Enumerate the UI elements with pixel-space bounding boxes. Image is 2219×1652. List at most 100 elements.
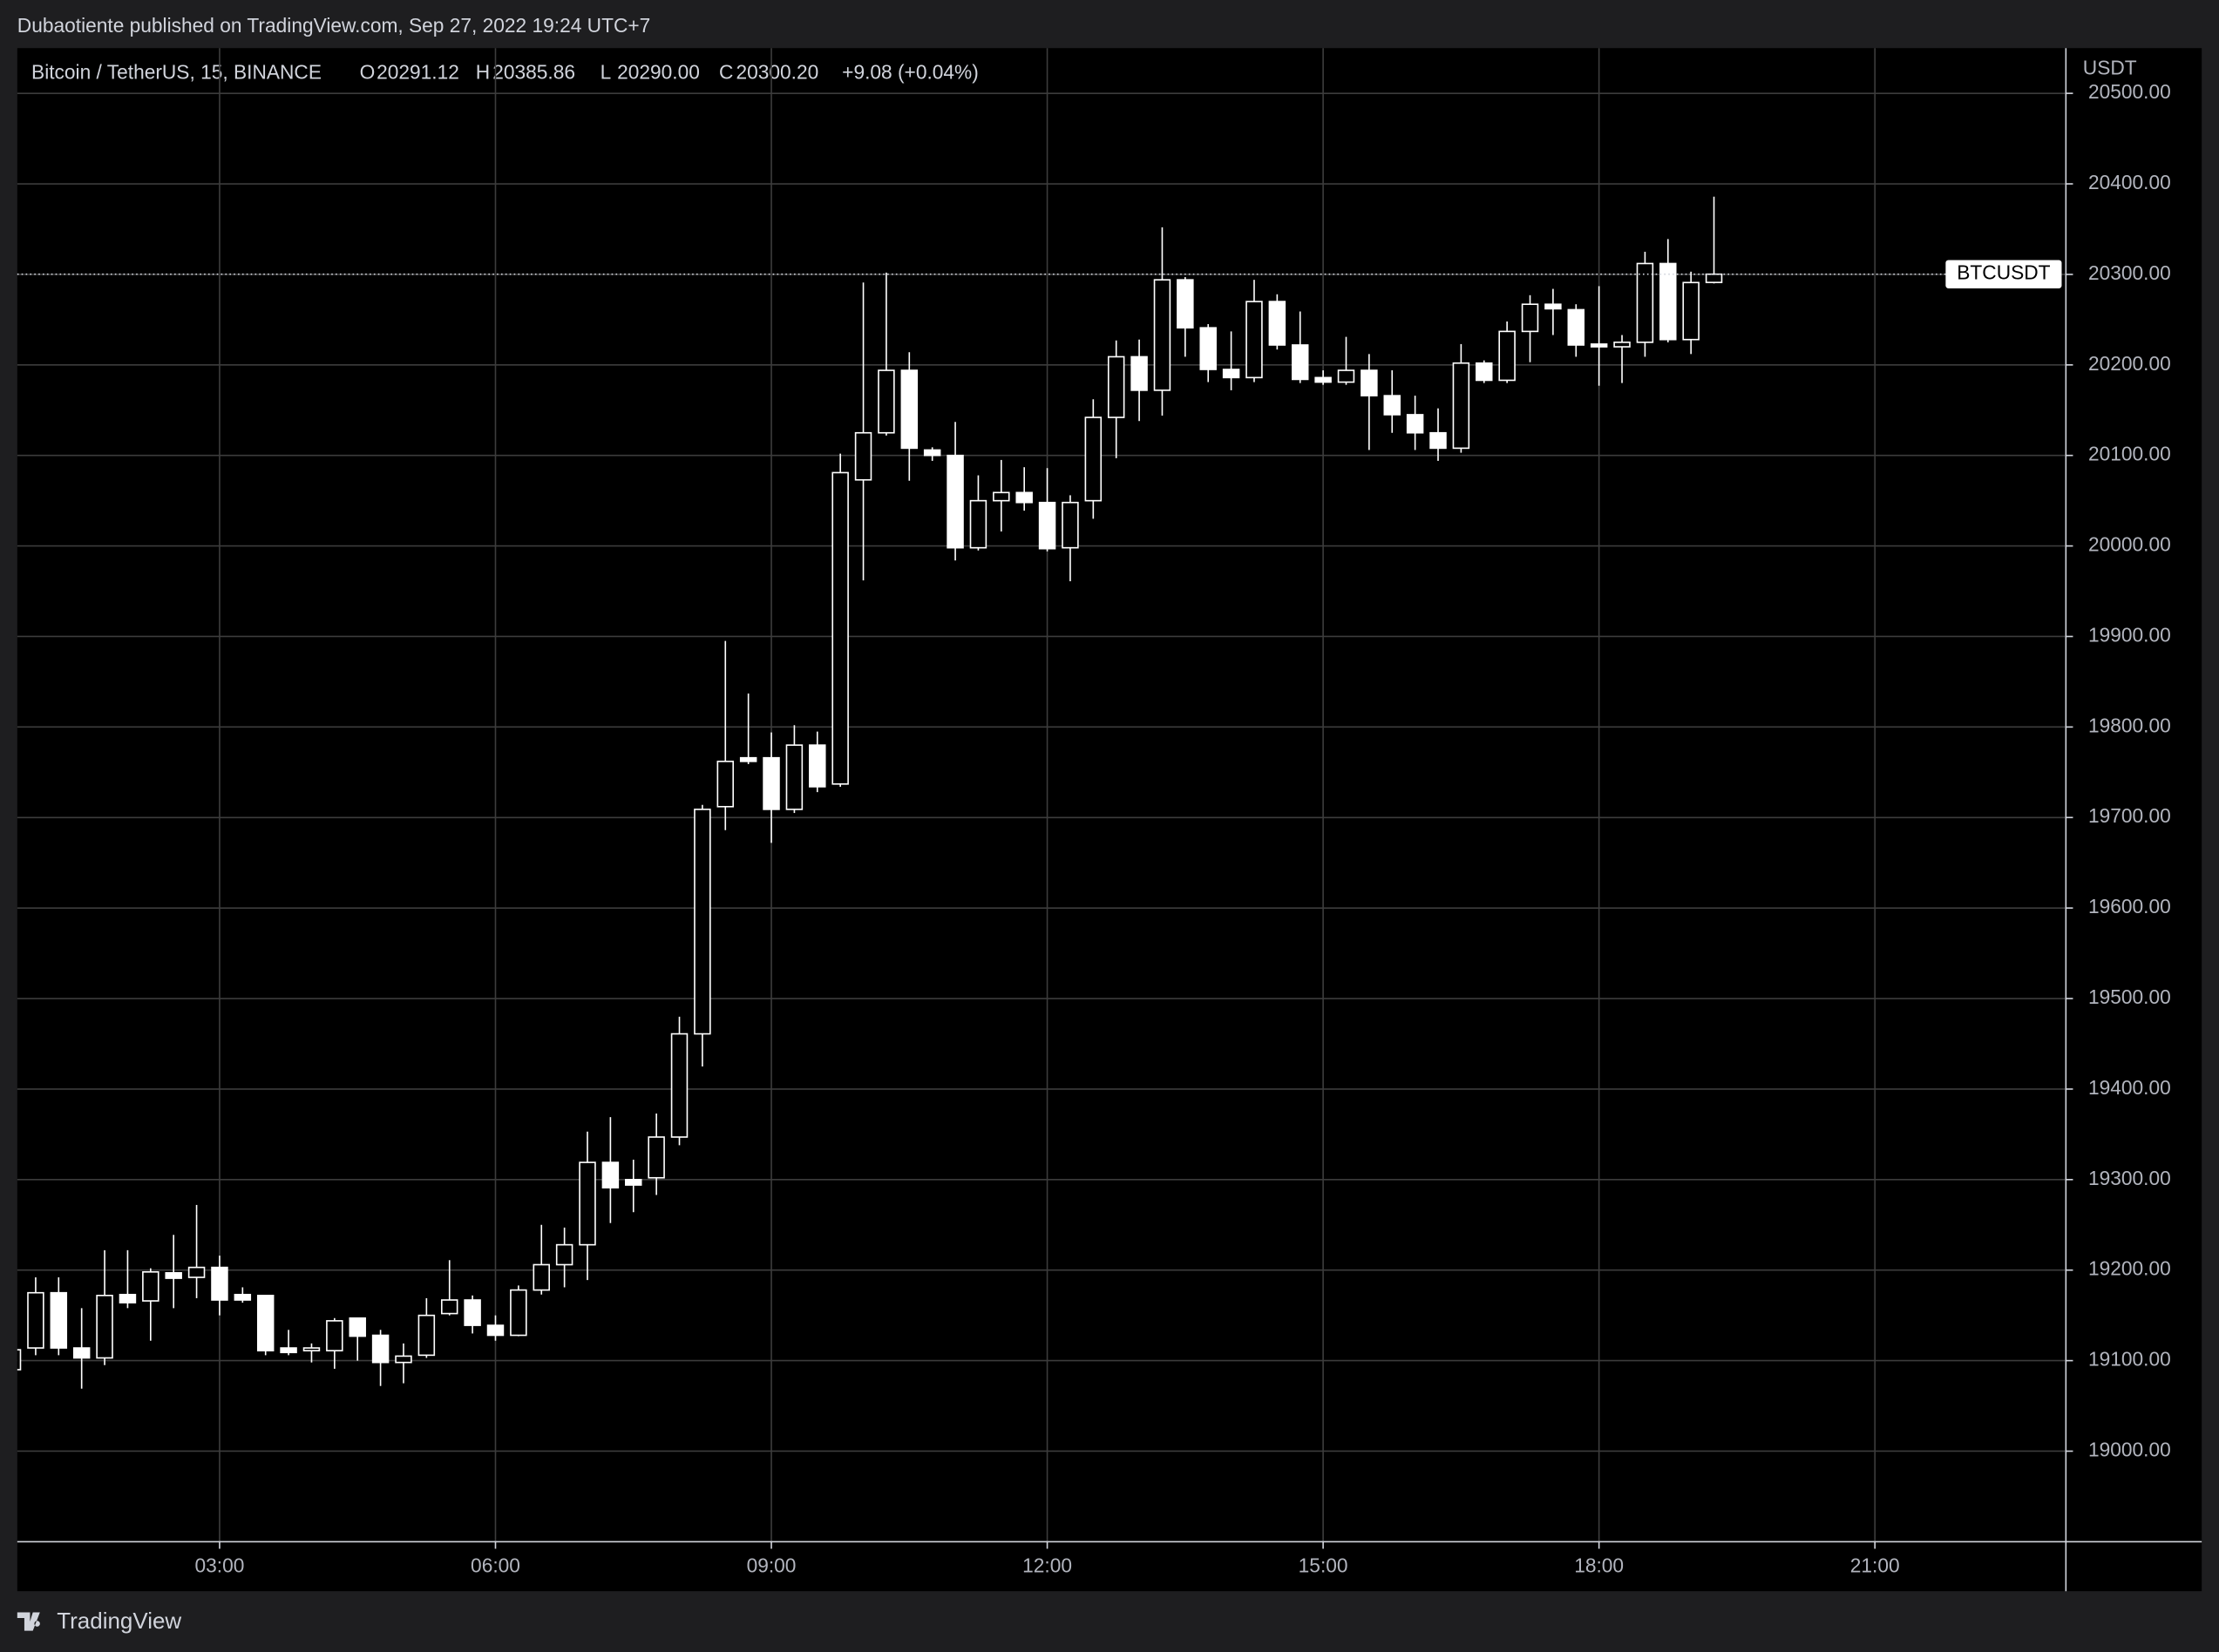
axes: 19000.00 19100.00 19200.00 19300.00 19400.00… bbox=[195, 80, 2171, 1576]
candle-body bbox=[326, 1320, 343, 1351]
candle-body bbox=[50, 1291, 68, 1349]
candle-body bbox=[625, 1179, 642, 1186]
candle-body bbox=[464, 1299, 481, 1326]
candle-body bbox=[555, 1243, 573, 1266]
ohlc-value: 20290.00 bbox=[617, 60, 700, 83]
candle-body bbox=[72, 1347, 91, 1359]
candle-body bbox=[579, 1161, 596, 1246]
candle-body bbox=[878, 369, 895, 434]
candle-body bbox=[1084, 416, 1103, 502]
candle-body bbox=[831, 471, 849, 785]
candle-body bbox=[1659, 262, 1677, 341]
candle-body bbox=[1705, 273, 1723, 283]
candle-body bbox=[601, 1161, 620, 1188]
candle-body bbox=[280, 1347, 297, 1354]
candle-body bbox=[1314, 376, 1332, 383]
candle-body bbox=[119, 1293, 137, 1303]
candle-body bbox=[142, 1270, 159, 1302]
candle-body bbox=[1291, 344, 1309, 381]
y-tick-label: 19000.00 bbox=[2088, 1438, 2171, 1460]
candle-body bbox=[1062, 501, 1079, 549]
candle-body bbox=[1177, 279, 1194, 329]
candle-body bbox=[1521, 303, 1539, 333]
candle-body bbox=[670, 1032, 689, 1138]
candle-body bbox=[1429, 431, 1447, 450]
ohlc-value: 20300.20 bbox=[736, 60, 818, 83]
change: +9.08 (+0.04%) bbox=[842, 60, 979, 83]
y-tick-label: 20000.00 bbox=[2088, 533, 2171, 556]
candle-body bbox=[1153, 279, 1171, 391]
candle-body bbox=[395, 1355, 412, 1364]
candle-body bbox=[648, 1136, 665, 1179]
candle-body bbox=[785, 744, 804, 810]
candle-body bbox=[234, 1293, 252, 1301]
ohlc-value: 20291.12 bbox=[377, 60, 459, 83]
ohlc-letter: O bbox=[360, 60, 376, 83]
candle-body bbox=[1015, 491, 1033, 504]
grid bbox=[17, 48, 2066, 1542]
y-tick-label: 19500.00 bbox=[2088, 985, 2171, 1008]
candles bbox=[17, 196, 1723, 1389]
candle-body bbox=[1268, 301, 1286, 346]
x-tick-label: 03:00 bbox=[195, 1554, 245, 1577]
candle-body bbox=[739, 756, 757, 762]
y-tick-label: 20200.00 bbox=[2088, 352, 2171, 375]
candle-body bbox=[1682, 281, 1700, 341]
y-tick-label: 19600.00 bbox=[2088, 895, 2171, 917]
candle-body bbox=[947, 454, 964, 549]
y-tick-label: 19300.00 bbox=[2088, 1167, 2171, 1189]
candle-body bbox=[510, 1289, 527, 1337]
candle-body bbox=[17, 1349, 22, 1371]
candle-body bbox=[165, 1272, 182, 1279]
logo-icon bbox=[17, 1612, 40, 1631]
candle-body bbox=[809, 744, 826, 788]
x-tick-label: 15:00 bbox=[1299, 1554, 1348, 1577]
y-tick-label: 19800.00 bbox=[2088, 714, 2171, 736]
candle-body bbox=[1636, 262, 1654, 343]
x-tick-label: 06:00 bbox=[471, 1554, 520, 1577]
candle-body bbox=[854, 431, 872, 481]
logo: TradingView bbox=[17, 1608, 181, 1634]
candle-body bbox=[96, 1294, 113, 1359]
last-price-symbol: BTCUSDT bbox=[1957, 261, 2050, 284]
candle-body bbox=[1107, 355, 1125, 418]
candle-body bbox=[763, 756, 780, 810]
candle-body bbox=[969, 499, 987, 549]
candle-body bbox=[1199, 327, 1217, 370]
symbol: Bitcoin / TetherUS, 15, BINANCE bbox=[31, 60, 322, 83]
candle-body bbox=[440, 1299, 458, 1315]
symbol-legend: Bitcoin / TetherUS, 15, BINANCE O 20291.1… bbox=[31, 60, 979, 83]
y-tick-label: 19700.00 bbox=[2088, 804, 2171, 827]
y-tick-label: 20300.00 bbox=[2088, 261, 2171, 284]
x-tick-label: 21:00 bbox=[1850, 1554, 1900, 1577]
candle-body bbox=[993, 491, 1010, 502]
candle-body bbox=[694, 809, 711, 1035]
candle-body bbox=[1567, 308, 1585, 346]
x-tick-label: 12:00 bbox=[1022, 1554, 1072, 1577]
ohlc-letter: H bbox=[476, 60, 490, 83]
candle-body bbox=[1476, 362, 1493, 382]
candle-body bbox=[211, 1266, 228, 1301]
y-tick-label: 19400.00 bbox=[2088, 1076, 2171, 1099]
y-tick-label: 20400.00 bbox=[2088, 171, 2171, 193]
last-price-tag bbox=[1945, 260, 2062, 288]
candle-body bbox=[27, 1291, 44, 1349]
candle-body bbox=[256, 1294, 275, 1351]
candle-body bbox=[1222, 369, 1240, 379]
candle-body bbox=[187, 1266, 206, 1278]
publisher-line: Dubaotiente published on TradingView.com… bbox=[17, 14, 650, 37]
candle-body bbox=[1361, 369, 1378, 396]
chart-panel bbox=[17, 48, 2202, 1592]
y-tick-label: 19900.00 bbox=[2088, 623, 2171, 646]
y-tick-label: 19100.00 bbox=[2088, 1348, 2171, 1371]
candle-body bbox=[349, 1317, 366, 1337]
candle-body bbox=[1406, 414, 1424, 434]
y-tick-label: 19200.00 bbox=[2088, 1257, 2171, 1280]
x-tick-label: 18:00 bbox=[1574, 1554, 1624, 1577]
candle-body bbox=[1452, 362, 1470, 450]
candle-body bbox=[371, 1334, 390, 1364]
candle-body bbox=[417, 1314, 436, 1357]
candle-body bbox=[1383, 395, 1401, 416]
